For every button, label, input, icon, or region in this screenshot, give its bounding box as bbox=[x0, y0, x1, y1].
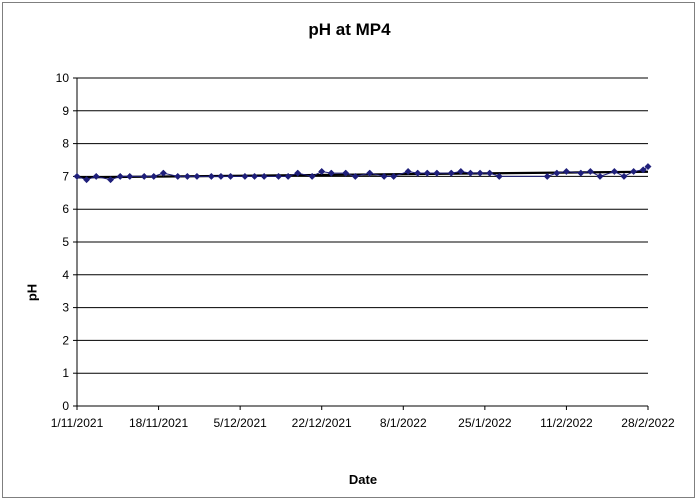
data-point bbox=[610, 167, 618, 176]
x-tick-label: 11/2/2022 bbox=[540, 416, 593, 430]
y-tick-label: 0 bbox=[62, 399, 69, 413]
data-point bbox=[193, 172, 201, 180]
x-axis-label: Date bbox=[348, 472, 378, 487]
data-point bbox=[404, 167, 412, 176]
data-point bbox=[596, 172, 604, 180]
y-tick-label: 4 bbox=[62, 268, 69, 282]
data-point bbox=[174, 172, 182, 180]
data-point bbox=[73, 172, 81, 180]
y-tick-label: 6 bbox=[62, 202, 69, 216]
data-point bbox=[423, 169, 431, 177]
data-point bbox=[457, 167, 465, 176]
data-point bbox=[447, 169, 455, 177]
x-tick-label: 8/1/2022 bbox=[380, 416, 427, 430]
data-point bbox=[159, 169, 167, 177]
data-point bbox=[366, 169, 374, 177]
data-point bbox=[83, 176, 91, 184]
x-tick-label: 5/12/2021 bbox=[213, 416, 267, 430]
y-tick-label: 1 bbox=[62, 366, 69, 380]
x-tick-label: 1/11/2021 bbox=[51, 416, 104, 430]
data-point bbox=[150, 172, 158, 180]
data-point bbox=[577, 169, 585, 177]
data-point bbox=[586, 167, 594, 176]
data-point bbox=[433, 169, 441, 177]
data-point bbox=[217, 172, 225, 180]
grid-lines bbox=[77, 77, 648, 374]
data-point bbox=[126, 172, 134, 180]
axes bbox=[73, 77, 649, 410]
x-tick-label: 22/12/2021 bbox=[292, 416, 352, 430]
data-point bbox=[414, 169, 422, 177]
data-point bbox=[351, 172, 359, 180]
chart-frame bbox=[2, 2, 695, 498]
data-point bbox=[107, 176, 115, 184]
data-point bbox=[390, 172, 398, 180]
data-point bbox=[260, 172, 268, 180]
data-point bbox=[380, 172, 388, 180]
data-point bbox=[620, 172, 628, 180]
data-point bbox=[308, 172, 316, 180]
y-tick-label: 5 bbox=[62, 235, 69, 249]
data-point bbox=[294, 169, 302, 177]
y-tick-labels: 0 1 2 3 4 5 6 7 8 9 10 bbox=[56, 71, 70, 413]
data-point bbox=[476, 169, 484, 177]
data-point bbox=[274, 172, 283, 180]
data-point bbox=[495, 172, 503, 180]
data-point bbox=[116, 172, 124, 180]
data-point bbox=[207, 172, 215, 180]
data-point bbox=[284, 172, 292, 180]
data-points bbox=[73, 163, 652, 184]
data-point bbox=[327, 169, 335, 177]
data-point bbox=[92, 172, 100, 180]
data-point bbox=[140, 172, 148, 180]
data-point bbox=[241, 172, 249, 180]
data-point bbox=[630, 167, 638, 176]
y-tick-label: 2 bbox=[62, 333, 69, 347]
y-tick-label: 7 bbox=[62, 169, 69, 183]
x-tick-label: 18/11/2021 bbox=[129, 416, 188, 430]
data-point bbox=[183, 172, 191, 180]
data-point bbox=[318, 167, 326, 176]
x-tick-label: 28/2/2022 bbox=[621, 416, 675, 430]
x-tick-label: 25/1/2022 bbox=[458, 416, 512, 430]
data-point bbox=[553, 169, 561, 177]
data-point bbox=[342, 169, 350, 177]
data-point bbox=[639, 166, 647, 174]
data-point bbox=[644, 163, 652, 171]
y-tick-label: 10 bbox=[56, 71, 70, 85]
chart-title: pH at MP4 bbox=[308, 20, 391, 39]
data-point bbox=[543, 172, 551, 180]
y-tick-label: 8 bbox=[62, 137, 69, 151]
data-point bbox=[226, 172, 235, 180]
x-tick-labels: 1/11/2021 18/11/2021 5/12/2021 22/12/2021 8/… bbox=[51, 416, 675, 430]
data-point bbox=[250, 172, 259, 180]
y-tick-label: 9 bbox=[62, 104, 69, 118]
data-point bbox=[486, 169, 494, 177]
data-point bbox=[466, 169, 475, 177]
y-tick-label: 3 bbox=[62, 301, 69, 315]
data-point bbox=[562, 167, 570, 176]
